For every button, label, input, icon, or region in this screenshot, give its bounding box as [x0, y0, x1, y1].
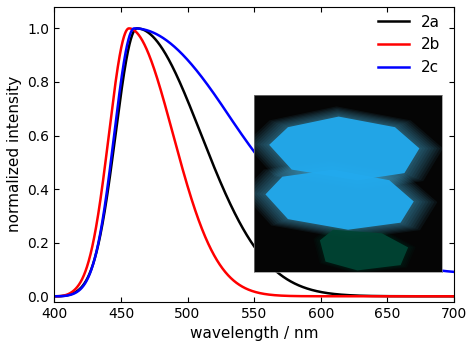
Line: 2c: 2c [55, 29, 454, 296]
Line: 2b: 2b [55, 29, 454, 296]
2c [222, 108, 228, 112]
2b [451, 294, 457, 298]
2a [401, 294, 406, 298]
Line: 2a: 2a [55, 29, 454, 296]
2a [443, 294, 449, 298]
2b [222, 270, 228, 274]
2b [126, 26, 132, 31]
2c [451, 270, 457, 274]
2b [205, 240, 210, 245]
2b [52, 294, 57, 298]
2a [52, 294, 57, 298]
2a [451, 294, 457, 298]
Legend: 2a, 2b, 2c: 2a, 2b, 2c [372, 9, 447, 81]
2c [401, 262, 406, 266]
2a [222, 190, 228, 195]
2b [401, 294, 406, 298]
X-axis label: wavelength / nm: wavelength / nm [190, 326, 319, 341]
2c [97, 233, 103, 237]
2b [97, 201, 103, 205]
2c [52, 294, 57, 298]
Y-axis label: normalized intensity: normalized intensity [7, 76, 22, 232]
2a [121, 74, 127, 78]
2a [134, 26, 140, 31]
2c [443, 269, 449, 273]
2c [205, 83, 210, 87]
2b [121, 35, 127, 40]
2a [205, 149, 210, 153]
2a [97, 235, 103, 239]
2c [131, 26, 137, 31]
2c [121, 62, 127, 66]
2b [443, 294, 449, 298]
